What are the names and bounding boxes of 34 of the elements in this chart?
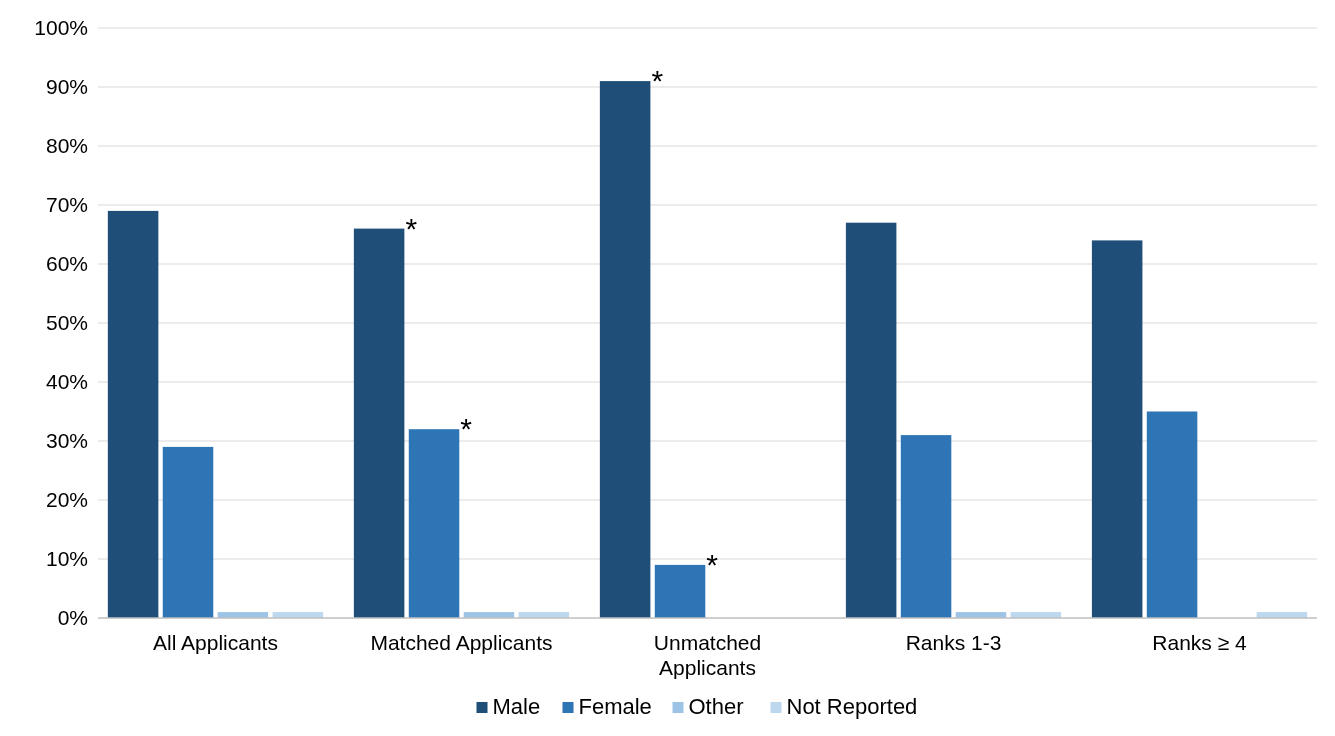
x-tick-label: All Applicants	[153, 631, 278, 654]
x-tick-label: Unmatched Applicants	[653, 631, 762, 679]
bar	[353, 228, 405, 618]
bar	[845, 222, 897, 618]
y-tick-label: 100%	[34, 16, 88, 40]
annotation: *	[706, 547, 719, 581]
y-tick-label: 80%	[45, 134, 88, 158]
y-tick-label: 90%	[45, 75, 88, 99]
y-tick-label: 50%	[45, 311, 88, 335]
legend-label: Male	[492, 694, 541, 719]
bar	[162, 446, 214, 618]
y-tick-label: 10%	[45, 547, 88, 571]
y-tick-label: 40%	[45, 370, 88, 394]
bar	[599, 81, 651, 618]
bar	[654, 564, 706, 618]
legend-label: Female	[578, 694, 652, 719]
bar	[107, 210, 159, 618]
annotation: *	[651, 64, 664, 98]
y-tick-label: 30%	[45, 429, 88, 453]
x-tick-label: Ranks 1-3	[905, 631, 1002, 654]
bar	[900, 435, 952, 618]
y-tick-label: 20%	[45, 488, 88, 512]
y-tick-label: 70%	[45, 193, 88, 217]
y-tick-label: 60%	[45, 252, 88, 276]
bar	[1091, 240, 1143, 618]
x-tick-label: Ranks ≥ 4	[1152, 631, 1248, 654]
annotation: *	[405, 211, 418, 245]
x-tick-label: Matched Applicants	[370, 631, 553, 654]
legend-label: Not Reported	[786, 694, 918, 719]
bar	[408, 429, 460, 618]
annotation: *	[460, 412, 473, 446]
bar	[1146, 411, 1198, 618]
y-tick-label: 0%	[57, 606, 88, 630]
legend-label: Other	[688, 694, 744, 719]
